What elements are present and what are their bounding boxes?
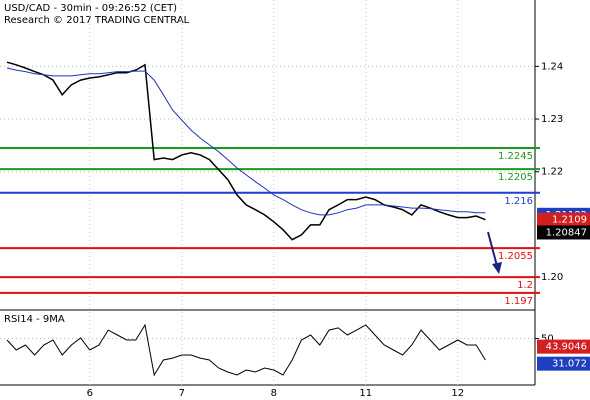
series-line xyxy=(6,323,486,377)
rsi-label: RSI14 - 9MA xyxy=(4,314,65,325)
price-marker xyxy=(537,356,590,371)
price-marker xyxy=(537,339,590,354)
chart-title: USD/CAD - 30min - 09:26:52 (CET) xyxy=(4,3,177,14)
y-tick-label: 1.20 xyxy=(541,272,563,283)
x-tick-label: 12 xyxy=(451,388,464,399)
level-label: 1.216 xyxy=(504,196,533,207)
level-label: 1.2055 xyxy=(498,251,533,262)
y-tick-label: 1.23 xyxy=(541,114,563,125)
x-tick-label: 8 xyxy=(271,388,277,399)
x-tick-label: 6 xyxy=(87,388,93,399)
chart-subtitle: Research © 2017 TRADING CENTRAL xyxy=(4,15,190,26)
level-label: 1.2245 xyxy=(498,151,533,162)
level-label: 1.197 xyxy=(504,296,533,307)
x-tick-label: 7 xyxy=(179,388,185,399)
price-marker-label: 1.2109 xyxy=(552,215,587,226)
series-line xyxy=(6,61,486,241)
y-tick-label: 1.24 xyxy=(541,61,563,72)
price-marker xyxy=(537,212,590,227)
price-marker xyxy=(537,225,590,240)
price-marker-label: 43.9046 xyxy=(546,342,587,353)
y-tick-label: 1.22 xyxy=(541,167,563,178)
forecast-arrow xyxy=(487,231,498,267)
level-label: 1.2 xyxy=(517,280,533,291)
price-marker-label: 1.20847 xyxy=(546,227,587,238)
x-tick-label: 11 xyxy=(359,388,372,399)
series-line xyxy=(6,67,486,216)
price-marker-label: 31.072 xyxy=(552,359,587,370)
level-label: 1.2205 xyxy=(498,172,533,183)
forecast-arrow-head xyxy=(492,262,502,274)
y-tick-label: 50 xyxy=(541,334,554,345)
